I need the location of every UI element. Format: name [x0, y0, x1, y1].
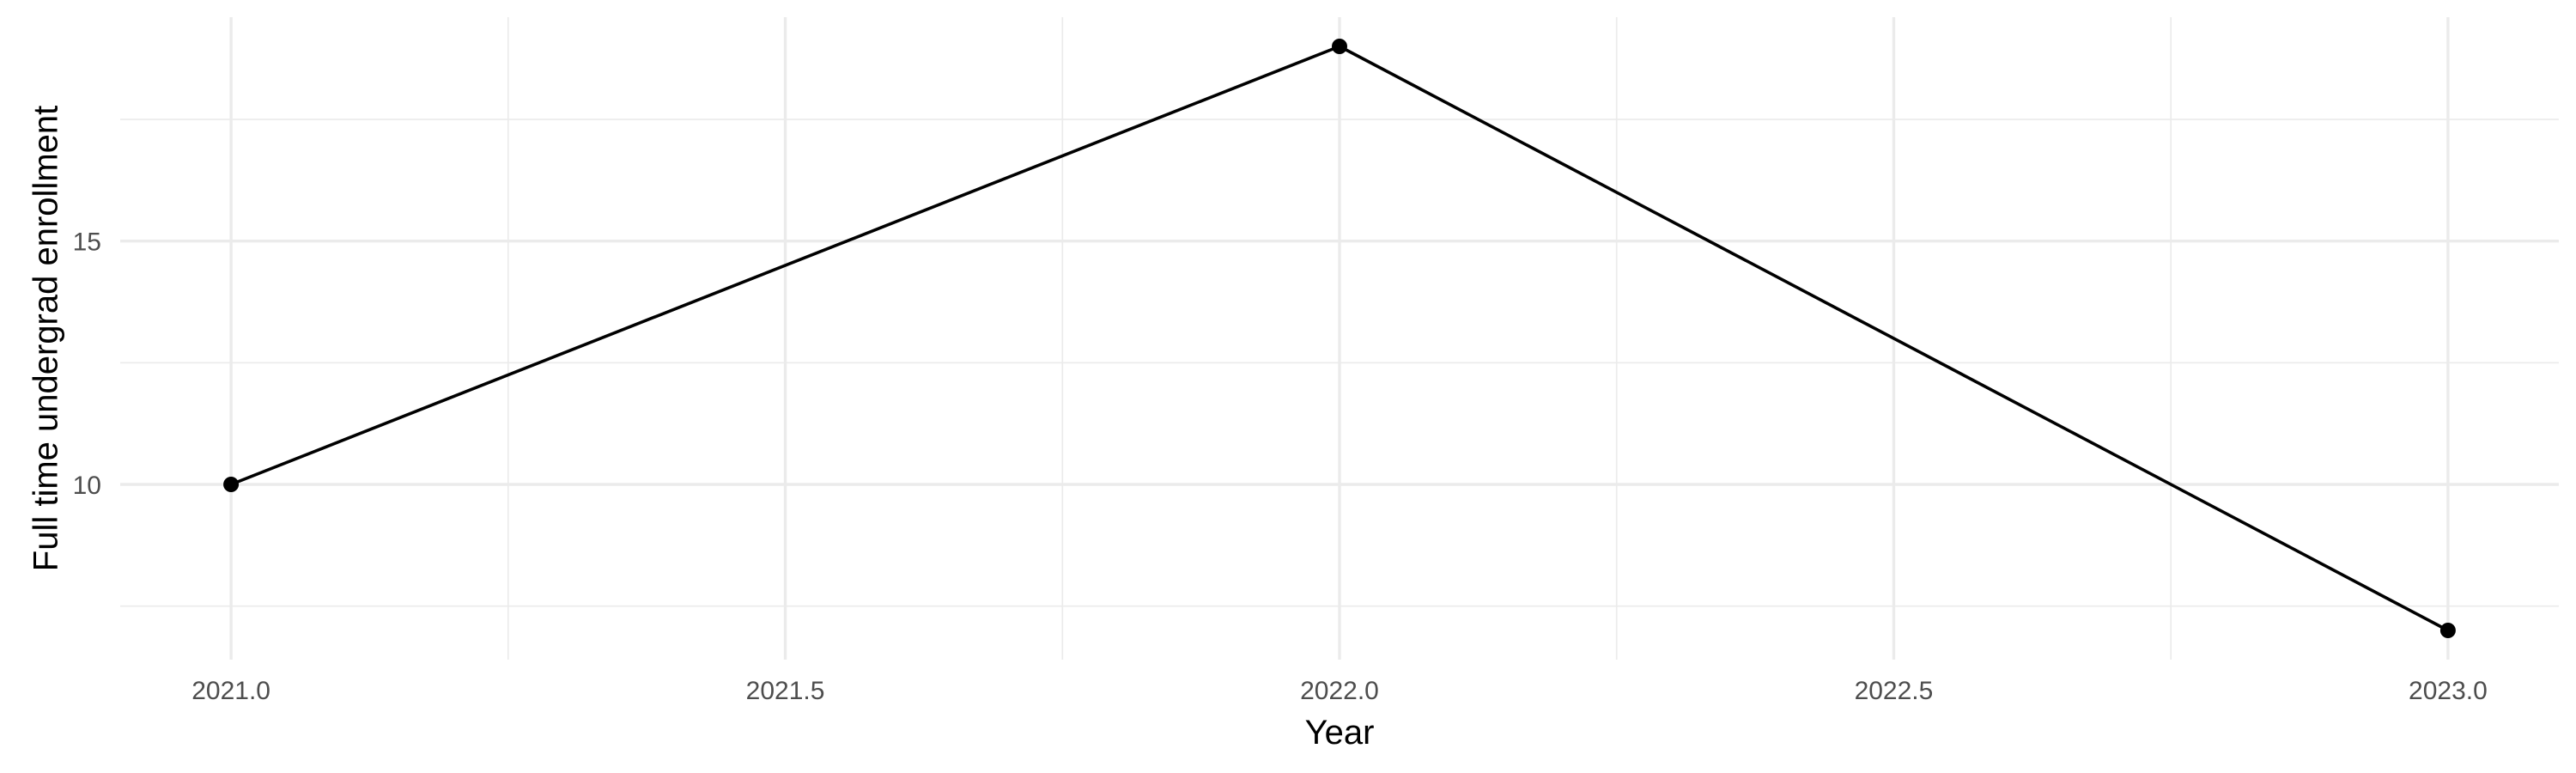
data-point-0-2 — [2439, 623, 2456, 638]
tick-labels: 2021.0 2021.5 2022.0 2022.5 2023.0 10 15 — [73, 228, 2488, 705]
y-tick-label: 15 — [73, 228, 101, 257]
x-tick-label: 2023.0 — [2409, 677, 2488, 705]
x-tick-label: 2022.5 — [1855, 677, 1934, 705]
data-point-0-1 — [1332, 39, 1347, 54]
y-axis-title: Full time undergrad enrollment — [27, 106, 65, 571]
x-tick-label: 2021.0 — [191, 677, 270, 705]
x-axis-title: Year — [1305, 714, 1375, 752]
x-tick-label: 2022.0 — [1300, 677, 1379, 705]
data-point-0-0 — [223, 477, 240, 492]
x-tick-label: 2021.5 — [746, 677, 825, 705]
y-tick-label: 10 — [73, 472, 101, 500]
data-series — [223, 39, 2456, 638]
